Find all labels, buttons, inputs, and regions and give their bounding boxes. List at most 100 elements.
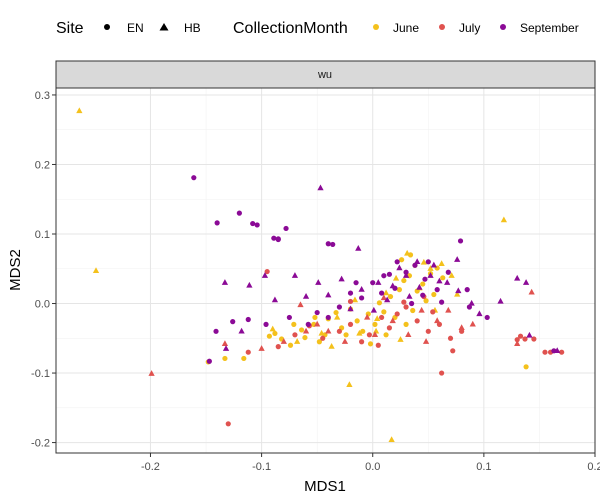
point-hb-july [389,317,396,324]
point-en-june [420,281,426,287]
point-en-june [312,314,318,321]
legend-color-title: CollectionMonth [233,20,348,37]
point-hb-september [476,310,483,317]
point-en-september [213,328,219,334]
point-hb-june [454,290,461,297]
point-en-september [464,287,470,293]
x-tick-label: -0.1 [252,461,271,473]
point-en-september [286,314,292,321]
point-hb-july [469,320,476,327]
point-en-september [412,262,418,268]
point-en-september [394,259,400,265]
point-en-july [459,328,465,334]
point-hb-july [434,317,441,324]
point-en-june [241,355,247,362]
point-hb-june [318,329,325,336]
point-en-june [302,334,308,341]
point-hb-june [392,274,400,281]
point-hb-june [404,249,411,256]
point-en-june [523,364,529,370]
point-en-july [366,332,372,338]
point-hb-september [497,297,504,304]
point-en-july [225,421,231,427]
point-hb-september [454,256,461,262]
point-en-september [245,316,251,323]
point-hb-june [374,315,381,321]
y-axis: -0.2 -0.1 0.0 0.1 0.2 0.3 [31,90,56,450]
point-hb-june [388,436,395,442]
facet-strip-label: wu [317,69,332,81]
point-hb-september [338,275,345,282]
point-en-september [425,259,431,265]
point-en-june [403,321,409,327]
legend-label-en: EN [127,21,144,35]
point-hb-september [554,347,561,353]
legend-label-september: September [520,21,579,35]
point-en-september [359,295,365,301]
point-en-july [430,309,436,315]
point-en-september [325,314,331,321]
point-en-july [347,298,354,305]
point-en-july [401,299,407,305]
point-hb-june [328,343,335,349]
point-hb-june [500,216,508,223]
point-en-july [336,328,342,334]
point-en-june [401,277,407,284]
point-hb-july [422,338,430,344]
point-en-september [420,292,426,298]
point-en-july [386,325,393,331]
point-hb-july [418,306,425,313]
point-hb-july [341,338,349,344]
point-hb-june [356,329,363,336]
y-tick-label: 0.3 [35,90,50,102]
point-hb-september [246,281,253,288]
point-en-june [272,330,278,337]
legend-label-june: June [393,21,419,35]
point-hb-september [375,279,382,285]
point-en-july [320,335,326,341]
point-hb-july [405,331,412,337]
point-en-july [447,335,454,341]
point-en-september [214,220,220,226]
point-en-june [343,332,349,338]
point-en-july [245,349,251,355]
point-hb-july [221,340,229,347]
legend-label-july: July [459,21,480,35]
point-hb-june [448,272,455,278]
data-points [76,107,565,442]
point-en-july [522,336,528,342]
point-en-july [450,348,456,354]
point-en-september [353,280,359,286]
point-hb-september [526,331,533,338]
point-hb-june [397,336,404,342]
point-hb-july [371,331,379,337]
point-hb-september [302,292,310,299]
point-en-june [399,257,405,263]
point-hb-june [294,338,301,344]
point-en-june [372,321,378,327]
point-hb-july [314,320,321,327]
point-en-june [333,309,339,316]
point-hb-september [238,327,245,334]
point-hb-september [384,296,391,303]
x-tick-label: 0.0 [365,461,380,473]
point-en-july [275,344,281,350]
point-en-july [347,321,354,327]
point-hb-july [445,306,452,313]
point-en-june [431,291,437,298]
point-hb-september [468,299,475,306]
point-en-june [354,318,360,324]
point-hb-june [427,265,434,271]
point-hb-september [406,292,413,299]
point-en-september [466,304,473,310]
x-tick-label: 0.2 [587,461,600,473]
point-hb-july [258,345,265,351]
point-en-september [263,321,269,327]
point-en-september [275,236,281,243]
facet-strip [55,60,596,89]
point-en-september [386,271,393,277]
point-hb-september [317,184,324,191]
point-hb-september [222,345,230,351]
point-hb-july [302,327,310,334]
